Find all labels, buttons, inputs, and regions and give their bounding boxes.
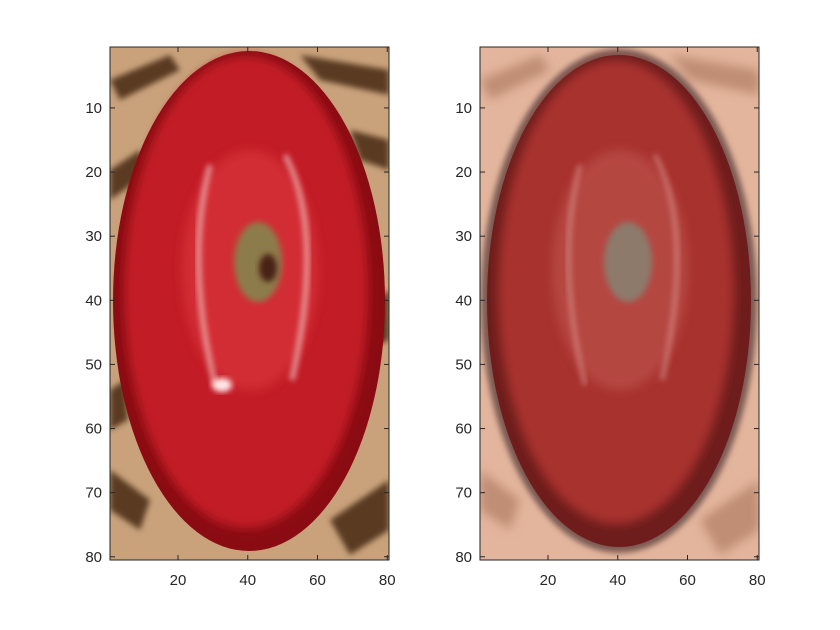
x-tick-label: 20 bbox=[540, 572, 557, 589]
weave-strand bbox=[300, 55, 389, 95]
weave-strand bbox=[350, 130, 389, 170]
weave-strand bbox=[110, 470, 150, 530]
y-tick-label: 30 bbox=[455, 228, 472, 245]
y-tick-label: 50 bbox=[85, 356, 102, 373]
x-tick-label: 60 bbox=[679, 572, 696, 589]
apple-right-gloss bbox=[566, 164, 587, 386]
weave-strand bbox=[670, 55, 759, 95]
x-tick-label: 40 bbox=[239, 572, 256, 589]
x-tick-label: 60 bbox=[309, 572, 326, 589]
y-tick-label: 50 bbox=[455, 356, 472, 373]
y-tick-label: 40 bbox=[85, 292, 102, 309]
x-tick-label: 20 bbox=[170, 572, 187, 589]
axes-right: 20 40 60 80 10 20 30 40 50 60 70 80 bbox=[455, 46, 766, 589]
axes-right-frame bbox=[479, 46, 760, 561]
y-tick-label: 40 bbox=[455, 292, 472, 309]
axes-left: 20 40 60 80 10 20 30 40 50 60 70 80 bbox=[85, 46, 396, 589]
apple-left-glint bbox=[212, 378, 232, 392]
weave-strand bbox=[330, 480, 389, 555]
y-tick-label: 30 bbox=[85, 228, 102, 245]
apple-left-core bbox=[234, 222, 282, 302]
apple-right-gloss bbox=[653, 154, 679, 381]
y-tick-label: 10 bbox=[455, 100, 472, 117]
y-tick-label: 80 bbox=[455, 549, 472, 566]
axes-left-ticks: 20 40 60 80 10 20 30 40 50 60 70 80 bbox=[85, 47, 396, 589]
weave-strand bbox=[110, 55, 180, 100]
y-tick-label: 10 bbox=[85, 100, 102, 117]
y-tick-label: 70 bbox=[455, 485, 472, 502]
apple-left-core-shadow bbox=[259, 254, 277, 282]
y-tick-label: 70 bbox=[85, 485, 102, 502]
x-tick-label: 40 bbox=[609, 572, 626, 589]
apple-left-gloss bbox=[282, 153, 310, 381]
weave-strand bbox=[700, 480, 759, 555]
y-tick-label: 60 bbox=[85, 421, 102, 438]
y-tick-label: 20 bbox=[455, 164, 472, 181]
axes-right-ticks: 20 40 60 80 10 20 30 40 50 60 70 80 bbox=[455, 47, 766, 589]
y-tick-label: 20 bbox=[85, 164, 102, 181]
weave-strand bbox=[480, 55, 550, 100]
axes-left-frame bbox=[109, 46, 390, 561]
y-tick-label: 60 bbox=[455, 421, 472, 438]
y-tick-label: 80 bbox=[85, 549, 102, 566]
image-right bbox=[480, 47, 759, 560]
weave-strand bbox=[480, 470, 520, 530]
apple-left-gloss bbox=[196, 164, 218, 386]
x-tick-label: 80 bbox=[379, 572, 396, 589]
x-tick-label: 80 bbox=[749, 572, 766, 589]
image-right-weave bbox=[480, 55, 759, 555]
apple-right-core bbox=[604, 222, 652, 302]
image-left bbox=[110, 47, 389, 560]
